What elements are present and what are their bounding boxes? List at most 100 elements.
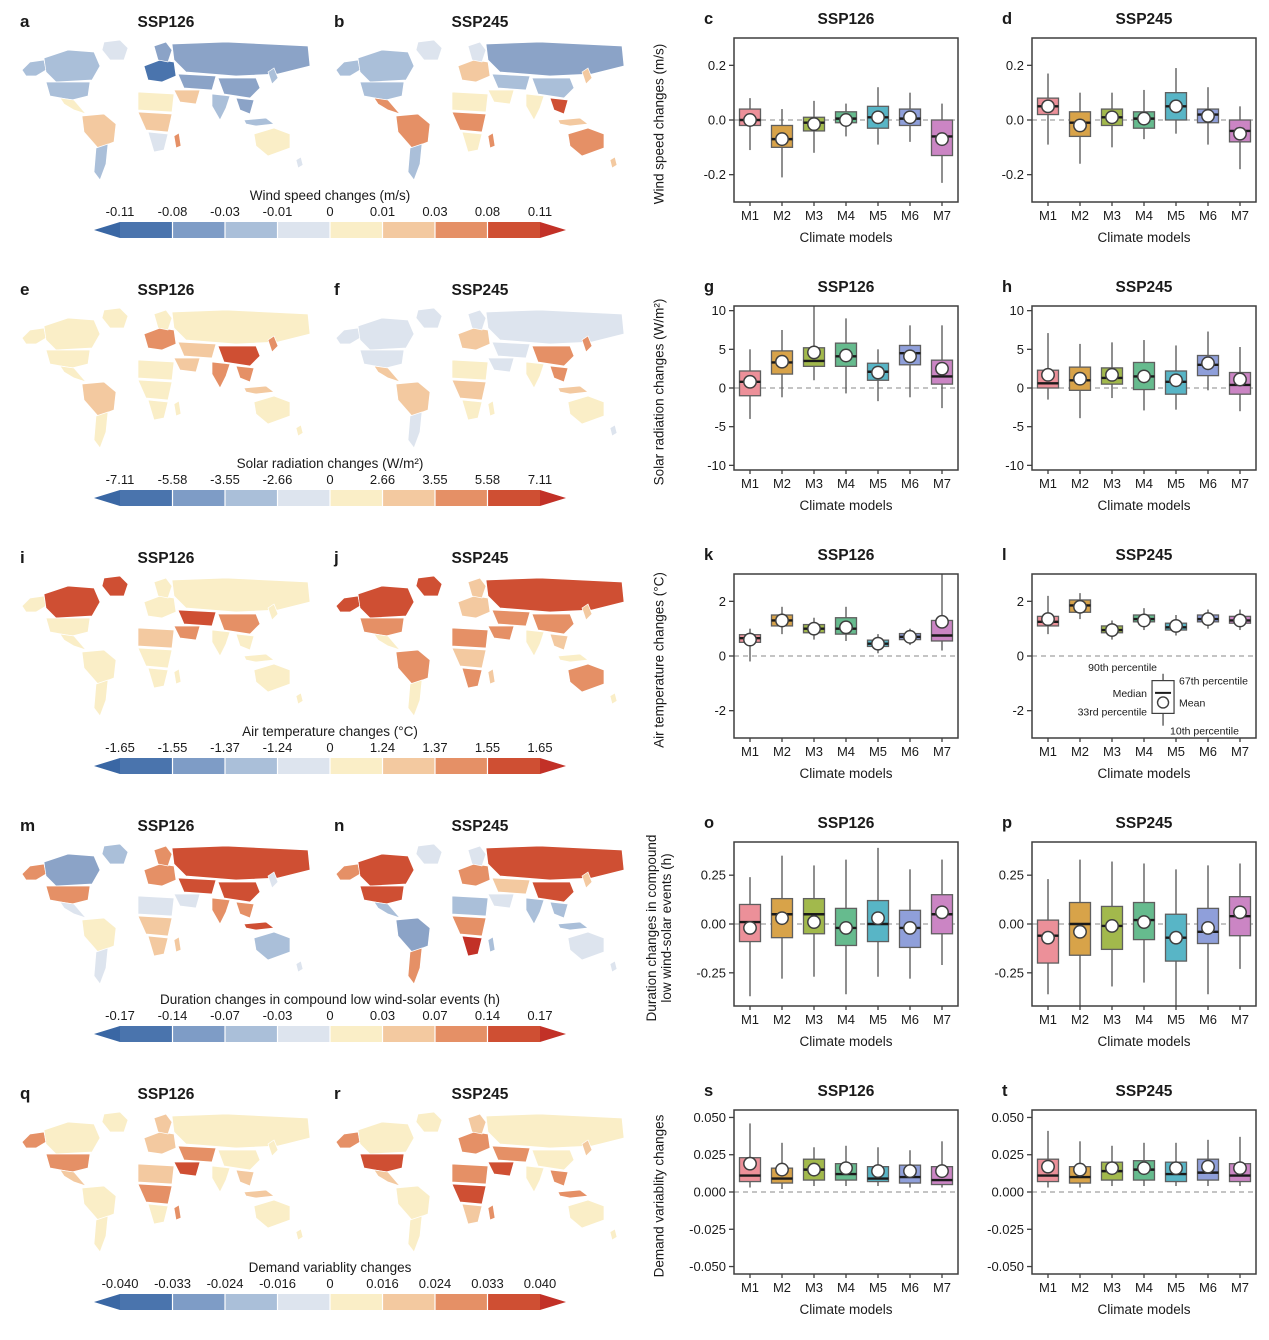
y-tick-label: 0.00 [999,917,1024,932]
region-japan [581,603,593,621]
mean-marker [839,113,853,127]
y-tick-label: -0.25 [696,965,726,980]
region-sa_north [81,113,117,149]
boxplot-chart: 2 0 -2 M1 M2 M3 M4 M5 M6 M7 Climate models [714,573,959,781]
region-india [211,1165,231,1193]
mean-marker [1233,372,1247,387]
region-s_africa [461,399,483,421]
region-middle_east [487,1161,515,1177]
region-australia [253,1199,291,1229]
y-tick-label: 0.25 [999,868,1024,883]
plot-frame [733,573,959,739]
y-axis-label-line: Solar radiation changes (W/m²) [651,298,666,486]
x-tick-label: M3 [1103,1012,1121,1027]
region-canada [43,585,101,619]
colorbar-right-arrow [540,758,566,774]
region-india [525,361,545,389]
x-tick-label: M1 [741,208,759,223]
colorbar-label: Solar radiation changes (W/m²) [236,456,424,471]
colorbar-tick: 0.11 [527,204,553,219]
chart-title: SSP126 [817,547,875,564]
boxplot-chart: 0.050 0.025 0.000 -0.025 -0.050 M1 M2 M3 M4 M5 M6 M… [987,1109,1257,1317]
region-canada [357,49,415,83]
region-s_africa [461,667,483,689]
y-axis-label: Duration changes in compound low wind-sol… [644,804,674,1072]
region-middle_east [173,893,201,909]
region-n_africa [137,895,175,917]
colorbar-segment [277,1294,330,1310]
colorbar-tick: 1.37 [422,740,448,755]
colorbar-tick: 0 [326,1276,334,1291]
region-nz [295,1228,304,1241]
chart-title: SSP126 [817,1083,875,1100]
y-tick-label: 5 [1017,342,1024,357]
region-greenland [415,307,443,329]
boxplot-panel: g SSP126 10 5 0 -5 -10 M1 M2 M3 M4 M5 M6 M7 Climate … [672,268,970,536]
region-usa [359,81,405,101]
x-tick-label: M6 [901,476,919,491]
mean-marker [1233,905,1247,920]
mean-marker [1041,612,1055,627]
region-sa_north [395,381,431,417]
mean-marker [1137,1161,1151,1176]
region-greenland [101,843,129,865]
mean-marker [775,613,789,628]
colorbar: Duration changes in compound low wind-so… [94,992,566,1042]
region-c_africa [451,915,487,937]
x-tick-label: M3 [1103,208,1121,223]
colorbar-segment [120,1294,173,1310]
colorbar-label: Air temperature changes (°C) [242,724,418,739]
x-axis-label: Climate models [1097,230,1190,245]
mean-marker [1073,599,1087,614]
y-axis-label-line: Demand variablity changes [651,1114,666,1278]
region-japan [581,67,593,85]
x-tick-label: M1 [741,1012,759,1027]
y-tick-label: -10 [1005,458,1024,473]
y-tick-label: 10 [1010,303,1024,318]
region-russia [171,309,311,345]
x-tick-label: M5 [869,1280,887,1295]
colorbar-tick: 1.65 [527,740,553,755]
region-central_asia [177,1145,217,1163]
colorbar-segment [435,758,488,774]
region-se_asia [549,901,569,919]
y-tick-label: -2 [714,703,726,718]
mean-marker [1169,99,1183,114]
boxplot-panel: k SSP126 2 0 -2 M1 M2 M3 M4 M5 M6 M7 Climate model… [672,536,970,804]
region-australia [253,663,291,693]
mean-marker [1105,367,1119,382]
colorbar-tick: -7.11 [105,472,135,487]
x-tick-label: M3 [1103,744,1121,759]
region-mexico [373,1169,402,1187]
region-usa [359,617,405,637]
world-map [21,39,311,181]
x-tick-label: M5 [1167,476,1185,491]
region-n_africa [451,359,489,381]
boxplot-panel: c SSP126 0.2 0.0 -0.2 M1 M2 M3 M4 M5 M6 M7 Climate… [672,0,970,268]
y-axis-label: Demand variablity changes [645,1072,672,1340]
x-tick-label: M1 [741,1280,759,1295]
region-se_asia [235,901,255,919]
mean-marker [1137,613,1151,628]
colorbar-tick: 1.24 [369,740,396,755]
region-central_asia [491,609,531,627]
legend-mean [1156,696,1170,709]
map-title: SSP126 [137,550,195,567]
colorbar-tick: 0 [326,1008,334,1023]
region-india [525,1165,545,1193]
y-tick-label: 0.0 [708,113,726,128]
region-china [217,77,261,99]
colorbar-tick: 3.55 [422,472,448,487]
mean-marker [1233,613,1247,628]
x-tick-label: M4 [837,744,855,759]
mean-marker [743,632,757,647]
colorbar-segment [382,222,435,238]
x-axis-label: Climate models [1097,1302,1190,1317]
colorbar-segment [382,1294,435,1310]
region-alaska [335,59,361,77]
y-tick-label: 0.2 [1006,58,1024,73]
legend-label: Median [1113,688,1148,700]
mean-marker [1105,1161,1119,1176]
colorbar-tick: -1.24 [262,740,293,755]
region-central_asia [177,73,217,91]
